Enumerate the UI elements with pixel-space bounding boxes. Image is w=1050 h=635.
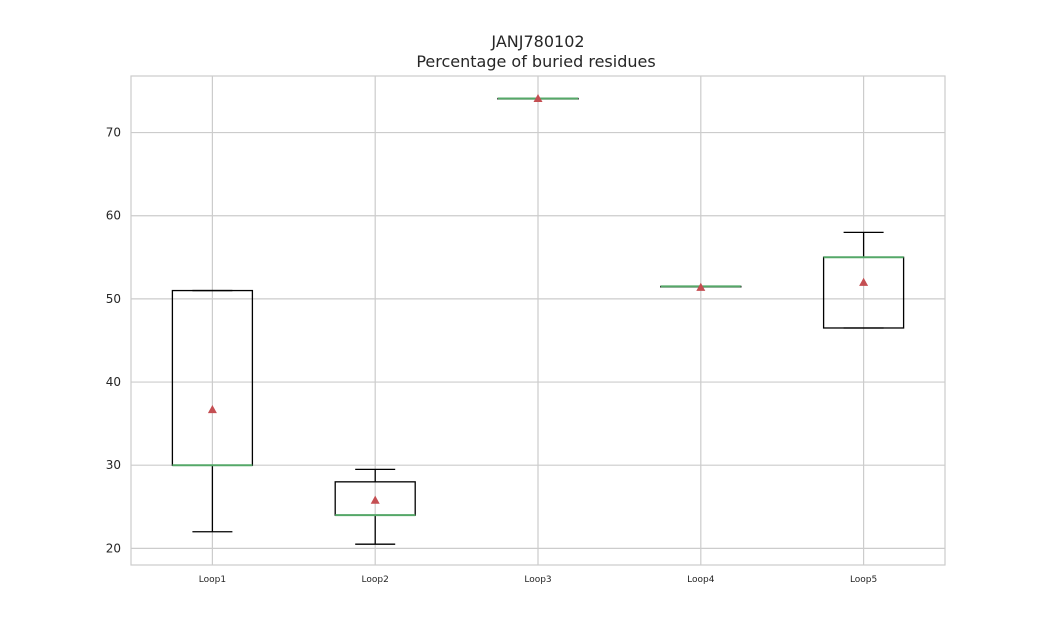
y-tick-label: 60 [106, 209, 121, 223]
box-loop2 [334, 468, 416, 545]
x-tick-label: Loop5 [850, 575, 877, 585]
chart-subtitle: Percentage of buried residues [416, 52, 655, 71]
y-tick-label: 70 [106, 126, 121, 140]
y-axis: 20 30 40 50 60 70 [106, 126, 121, 556]
mean-marker [533, 93, 543, 103]
grid [131, 76, 945, 565]
box-loop1 [171, 289, 254, 533]
y-tick-label: 20 [106, 541, 121, 555]
chart-title: JANJ780102 [490, 32, 584, 51]
plot-frame [130, 75, 946, 566]
y-tick-label: 40 [106, 375, 121, 389]
x-axis: Loop1 Loop2 Loop3 Loop4 Loop5 [199, 575, 878, 585]
x-tick-label: Loop3 [524, 575, 551, 585]
mean-marker [859, 277, 869, 286]
x-tick-label: Loop4 [687, 575, 715, 585]
box-loop5 [822, 231, 905, 329]
boxes [171, 93, 905, 545]
y-tick-label: 30 [106, 458, 121, 472]
y-tick-label: 50 [106, 292, 121, 306]
x-tick-label: Loop2 [362, 575, 389, 585]
x-tick-label: Loop1 [199, 575, 226, 585]
box-loop4 [660, 282, 742, 291]
mean-marker [696, 282, 706, 291]
box-loop3 [497, 93, 579, 103]
mean-marker [370, 495, 380, 504]
mean-marker [207, 404, 217, 414]
